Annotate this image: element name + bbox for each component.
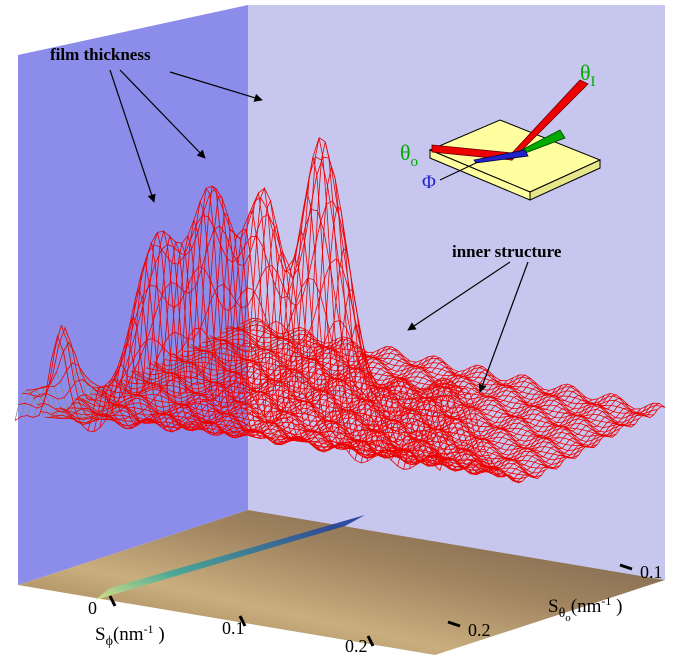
inset-phi: Φ [422,172,436,193]
back-wall [248,5,665,580]
tick-label: 0 [88,598,97,618]
annotation: film thickness [50,45,151,64]
annotation: inner structure [452,242,562,261]
tick-label: 0.1 [640,562,663,582]
figure: θI θo Φ film thickness inner structure 0… [0,0,678,660]
axis-label: Sϕ(nm-1 ) [95,622,165,649]
tick-label: 0.1 [222,618,245,638]
tick-label: 0.2 [345,636,368,656]
tick-label: 0.2 [468,620,491,640]
